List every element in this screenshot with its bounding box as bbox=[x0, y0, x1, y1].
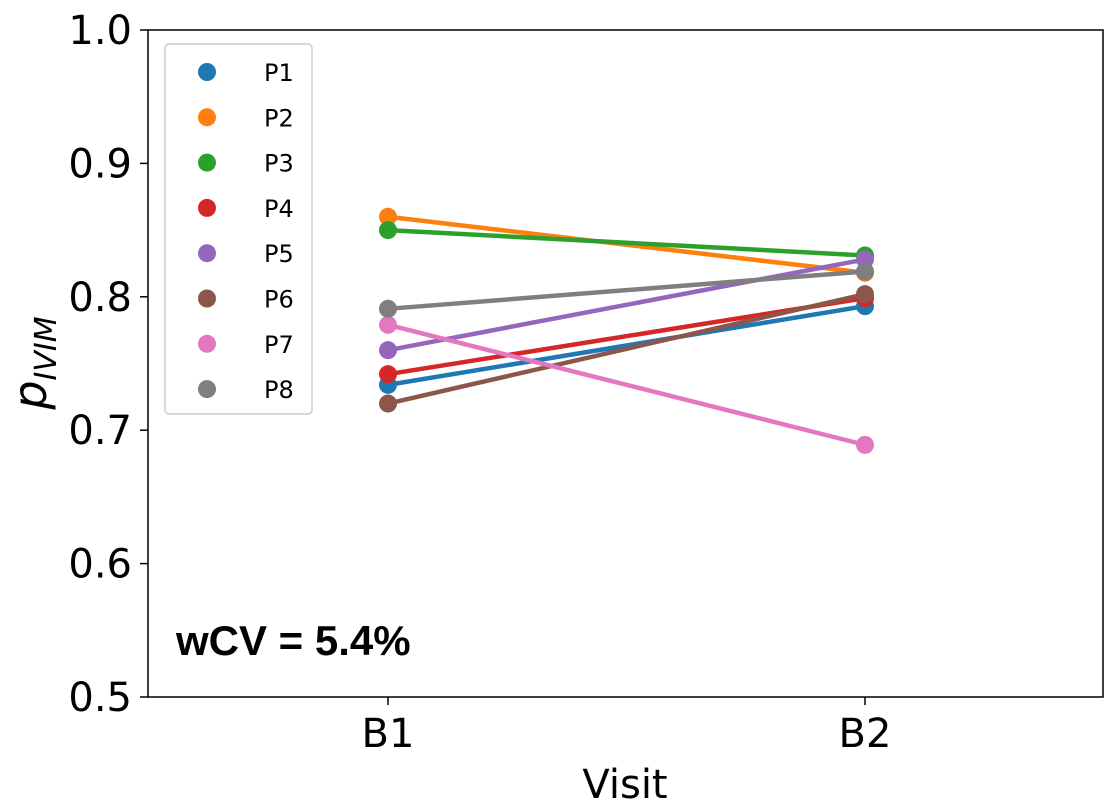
series-P6 bbox=[379, 285, 874, 413]
legend-marker bbox=[198, 334, 216, 353]
series-line bbox=[387, 303, 866, 388]
data-point bbox=[856, 285, 874, 304]
legend-marker bbox=[198, 380, 216, 399]
legend-item: P8 bbox=[198, 376, 294, 404]
legend-item: P6 bbox=[198, 286, 294, 314]
legend-label: P6 bbox=[264, 286, 294, 314]
y-tick-label: 0.6 bbox=[68, 542, 132, 588]
x-axis-label: Visit bbox=[582, 762, 667, 807]
legend-label: P8 bbox=[264, 376, 294, 404]
y-axis-label: pIVIM bbox=[3, 316, 64, 410]
series-line bbox=[387, 227, 866, 258]
series-P3 bbox=[379, 221, 874, 265]
wcv-annotation: wCV = 5.4% bbox=[175, 617, 411, 664]
legend-label: P2 bbox=[264, 104, 294, 132]
legend-label: P1 bbox=[264, 59, 294, 87]
legend-item: P5 bbox=[198, 240, 294, 268]
data-point bbox=[379, 365, 397, 384]
y-axis: 0.5 0.6 0.7 0.8 0.9 1.0 bbox=[68, 8, 148, 721]
series-line bbox=[387, 322, 866, 448]
data-point bbox=[379, 394, 397, 413]
legend-marker bbox=[198, 198, 216, 217]
legend-item: P3 bbox=[198, 150, 294, 178]
legend-label: P3 bbox=[264, 150, 294, 178]
data-point bbox=[379, 207, 397, 226]
x-tick-label: B2 bbox=[839, 711, 892, 757]
data-point bbox=[379, 315, 397, 334]
data-point bbox=[379, 299, 397, 318]
series-line bbox=[387, 291, 866, 406]
series-line bbox=[387, 257, 866, 353]
series-P1 bbox=[379, 297, 874, 394]
legend-item: P2 bbox=[198, 104, 294, 132]
legend-marker bbox=[198, 289, 216, 308]
data-point bbox=[379, 341, 397, 360]
legend-marker bbox=[198, 153, 216, 172]
legend-label: P4 bbox=[264, 195, 294, 223]
series-layer bbox=[379, 207, 874, 454]
data-point bbox=[856, 435, 874, 454]
legend-marker bbox=[198, 63, 216, 81]
legend-label: P5 bbox=[264, 240, 294, 268]
plot-frame bbox=[147, 29, 1104, 698]
legend-box bbox=[164, 43, 313, 415]
y-tick-label: 1.0 bbox=[68, 8, 132, 54]
legend-label: P7 bbox=[264, 331, 294, 359]
series-line bbox=[387, 269, 866, 312]
y-tick-label: 0.9 bbox=[68, 141, 132, 187]
legend-marker bbox=[198, 244, 216, 263]
legend: P1 P2 P3 P4 P5 P6 P7 P8 bbox=[164, 43, 313, 415]
x-axis: B1 B2 bbox=[362, 697, 892, 757]
y-axis-label-sub: IVIM bbox=[29, 316, 64, 380]
legend-item: P1 bbox=[198, 59, 294, 87]
legend-item: P7 bbox=[198, 331, 294, 359]
y-tick-label: 0.8 bbox=[68, 275, 132, 321]
series-P8 bbox=[379, 262, 874, 318]
legend-marker bbox=[198, 108, 216, 127]
legend-items: P1 P2 P3 P4 P5 P6 P7 P8 bbox=[198, 59, 294, 404]
series-P7 bbox=[379, 315, 874, 454]
y-tick-label: 0.5 bbox=[68, 675, 132, 721]
legend-item: P4 bbox=[198, 195, 294, 223]
y-axis-label-main: p bbox=[3, 380, 57, 410]
data-point bbox=[856, 262, 874, 281]
x-tick-label: B1 bbox=[362, 711, 415, 757]
data-point bbox=[379, 221, 397, 240]
y-tick-label: 0.7 bbox=[68, 408, 132, 454]
